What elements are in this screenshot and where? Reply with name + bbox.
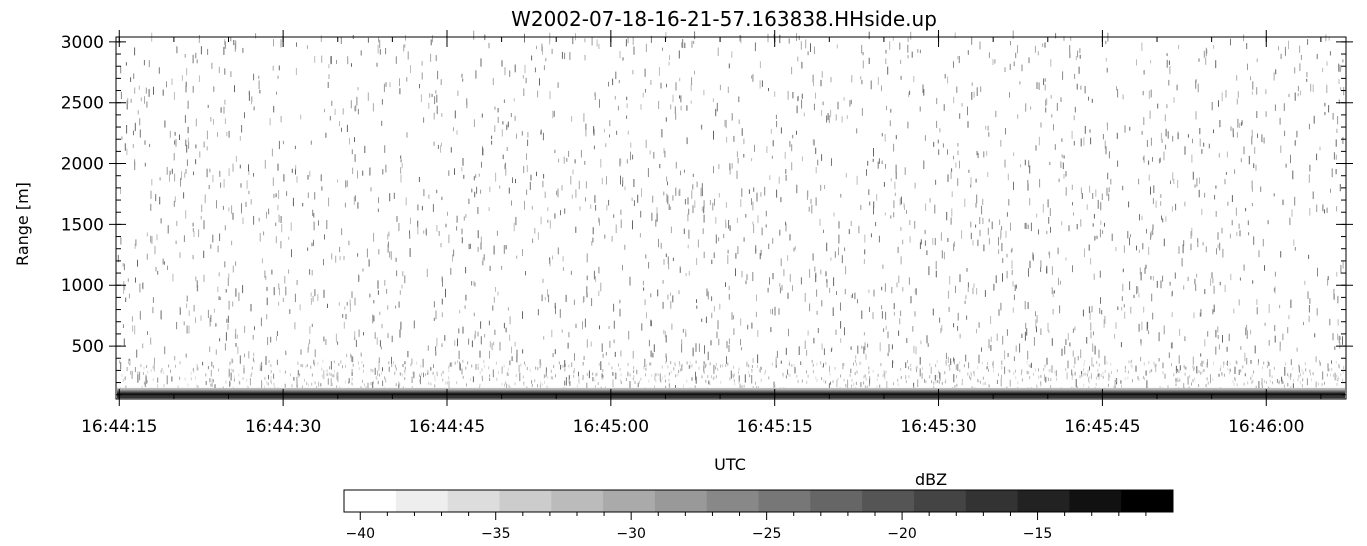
x-tick-label: 16:46:00: [1228, 417, 1304, 437]
colorbar-swatch: [965, 490, 1019, 512]
colorbar-tick-label: −35: [481, 526, 511, 542]
colorbar-swatch: [395, 490, 449, 512]
colorbar-swatch: [758, 490, 811, 512]
colorbar-tick-label: −40: [345, 526, 375, 542]
x-tick-label: 16:45:15: [737, 417, 813, 437]
y-tick-label: 2500: [61, 94, 104, 114]
near-range-band: [117, 387, 1345, 399]
x-axis-label: UTC: [714, 455, 746, 474]
x-tick-label: 16:44:30: [245, 417, 321, 437]
band-row: [117, 391, 1345, 395]
x-tick-label: 16:45:30: [900, 417, 976, 437]
colorbar-label: dBZ: [915, 470, 947, 489]
colorbar-tick-label: −15: [1023, 526, 1053, 542]
colorbar-swatch: [1121, 490, 1174, 512]
colorbar-swatch: [1069, 490, 1122, 512]
band-row: [117, 389, 1345, 393]
x-tick-label: 16:44:15: [81, 417, 157, 437]
colorbar-tick-label: −30: [616, 526, 646, 542]
band-row: [117, 387, 1345, 391]
colorbar-tick-label: −25: [752, 526, 782, 542]
colorbar-frame: [343, 489, 1174, 513]
colorbar-swatch: [654, 490, 708, 512]
colorbar-swatch: [1017, 490, 1070, 512]
y-tick-label: 1000: [61, 276, 104, 296]
chart-title: W2002-07-18-16-21-57.163838.HHside.up: [511, 7, 937, 31]
band-row: [117, 395, 1345, 399]
colorbar-ticks: −40 −35 −30 −25 −20 −15: [345, 512, 1147, 542]
colorbar-swatch: [603, 490, 656, 512]
y-axis-label: Range [m]: [13, 182, 32, 266]
colorbar-swatch: [706, 490, 759, 512]
reflectivity-field: [117, 30, 1345, 395]
colorbar-swatch: [913, 490, 967, 512]
x-tick-label: 16:45:00: [573, 417, 649, 437]
x-tick-label: 16:44:45: [409, 417, 485, 437]
colorbar-swatch: [499, 490, 552, 512]
colorbar-swatch: [810, 490, 863, 512]
plot-frame: [115, 36, 1347, 400]
y-tick-label: 500: [72, 337, 104, 357]
y-tick-label: 2000: [61, 155, 104, 175]
y-tick-label: 1500: [61, 215, 104, 235]
y-tick-label: 3000: [61, 33, 104, 53]
x-tick-label: 16:45:45: [1064, 417, 1140, 437]
colorbar: [343, 489, 1174, 513]
y-axis: 500 1000 1500 2000 2500 3000: [61, 33, 1353, 396]
x-axis: 16:44:15 16:44:30 16:44:45 16:45:00 16:45:15…: [81, 30, 1322, 437]
colorbar-tick-label: −20: [887, 526, 917, 542]
colorbar-swatch: [447, 490, 500, 512]
band-row: [117, 393, 1345, 397]
colorbar-swatch: [551, 490, 604, 512]
colorbar-swatch: [862, 490, 915, 512]
colorbar-swatch: [344, 490, 397, 512]
